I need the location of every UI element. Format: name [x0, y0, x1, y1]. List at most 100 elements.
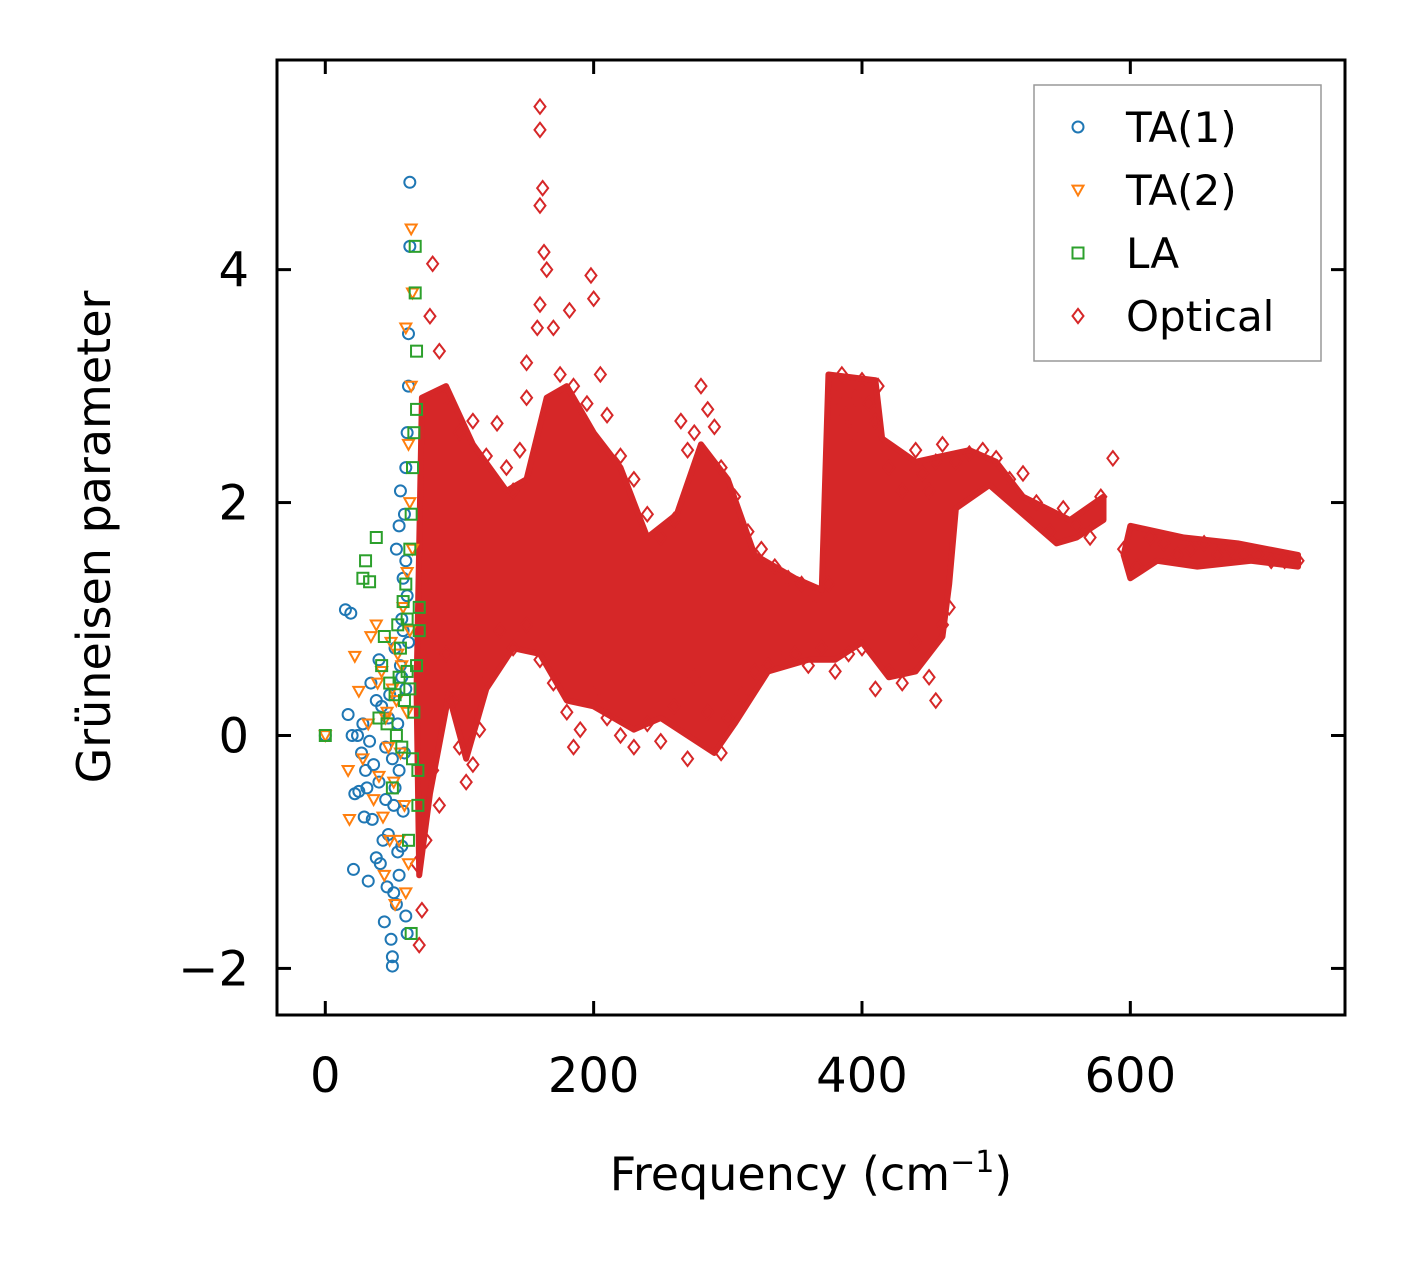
- data-point: [452, 738, 467, 756]
- data-point: [584, 266, 598, 285]
- data-point: [345, 728, 359, 742]
- x-axis-title: Frequency (cm−1): [610, 1145, 1013, 1201]
- data-point: [989, 449, 1003, 468]
- y-tick-label: −2: [178, 941, 249, 997]
- data-point: [385, 752, 399, 766]
- data-point: [566, 738, 581, 756]
- data-point: [533, 295, 547, 314]
- legend-label: TA(2): [1125, 166, 1237, 215]
- data-point: [882, 662, 896, 681]
- data-point: [814, 639, 829, 657]
- data-point: [506, 639, 520, 657]
- data-layer: [318, 97, 1305, 973]
- data-point: [412, 936, 426, 954]
- data-point: [357, 810, 371, 824]
- data-point: [381, 741, 396, 755]
- data-point: [492, 621, 507, 640]
- legend-label: Optical: [1126, 292, 1274, 341]
- data-point: [855, 639, 869, 657]
- data-point: [861, 394, 876, 413]
- data-point: [466, 412, 480, 430]
- data-point: [741, 522, 755, 541]
- data-point: [1291, 552, 1305, 570]
- data-point: [680, 441, 695, 459]
- data-point: [401, 438, 416, 452]
- data-point: [794, 575, 809, 593]
- data-point: [922, 668, 936, 687]
- data-point: [407, 705, 421, 719]
- data-point: [400, 426, 414, 440]
- data-point: [935, 616, 950, 634]
- data-point: [1069, 517, 1084, 535]
- data-point: [580, 394, 594, 413]
- data-point: [490, 414, 504, 433]
- data-point: [734, 685, 748, 704]
- data-point: [844, 423, 859, 442]
- data-point: [801, 656, 816, 675]
- data-point: [714, 458, 728, 477]
- data-point: [363, 575, 377, 589]
- data-point: [700, 400, 715, 419]
- data-point: [391, 845, 405, 859]
- data-point: [387, 886, 401, 900]
- data-point: [546, 674, 561, 692]
- data-point: [479, 668, 494, 687]
- data-point: [537, 243, 551, 261]
- data-point: [1029, 493, 1044, 512]
- data-point: [694, 377, 708, 395]
- data-point: [513, 441, 527, 459]
- data-point: [535, 179, 550, 197]
- data-point: [808, 586, 822, 605]
- data-point: [398, 322, 414, 336]
- data-point: [1183, 540, 1198, 558]
- data-point: [404, 926, 418, 940]
- data-point: [408, 239, 422, 253]
- data-point: [1002, 470, 1017, 489]
- data-point: [439, 645, 453, 663]
- data-point: [707, 418, 722, 436]
- data-point: [396, 804, 410, 818]
- data-point: [385, 781, 399, 795]
- data-point: [341, 708, 355, 722]
- data-point: [929, 691, 943, 710]
- data-point: [1056, 499, 1071, 518]
- data-point: [519, 616, 534, 634]
- data-point: [600, 709, 614, 727]
- data-point: [922, 482, 936, 500]
- data-point: [472, 720, 487, 739]
- data-point: [376, 833, 390, 847]
- data-point: [573, 720, 587, 739]
- data-point: [613, 447, 628, 465]
- data-point: [848, 388, 863, 407]
- data-point: [600, 406, 614, 425]
- data-point: [392, 519, 406, 533]
- data-point: [962, 444, 977, 463]
- data-point: [403, 380, 419, 394]
- series-la: [318, 239, 426, 940]
- data-point: [627, 470, 641, 489]
- data-point: [387, 898, 403, 912]
- data-point: [399, 706, 415, 720]
- data-point: [700, 703, 715, 721]
- data-point: [400, 612, 414, 626]
- data-point: [667, 511, 681, 529]
- legend-marker: [1071, 246, 1085, 260]
- data-point: [562, 301, 577, 320]
- data-point: [411, 798, 425, 812]
- data-point: [895, 482, 909, 500]
- data-point: [1264, 552, 1278, 570]
- data-point: [546, 319, 561, 337]
- data-point: [929, 453, 943, 471]
- data-point: [727, 487, 742, 506]
- data-point: [385, 950, 399, 964]
- data-point: [403, 223, 419, 237]
- data-point: [389, 728, 403, 742]
- data-point: [371, 770, 387, 784]
- data-point: [399, 577, 413, 591]
- data-point: [553, 365, 567, 384]
- data-point: [352, 784, 366, 798]
- y-axis-title: Grüneisen parameter: [67, 290, 121, 783]
- series-optical: [409, 97, 1305, 954]
- data-point: [401, 833, 415, 847]
- data-point: [373, 857, 387, 871]
